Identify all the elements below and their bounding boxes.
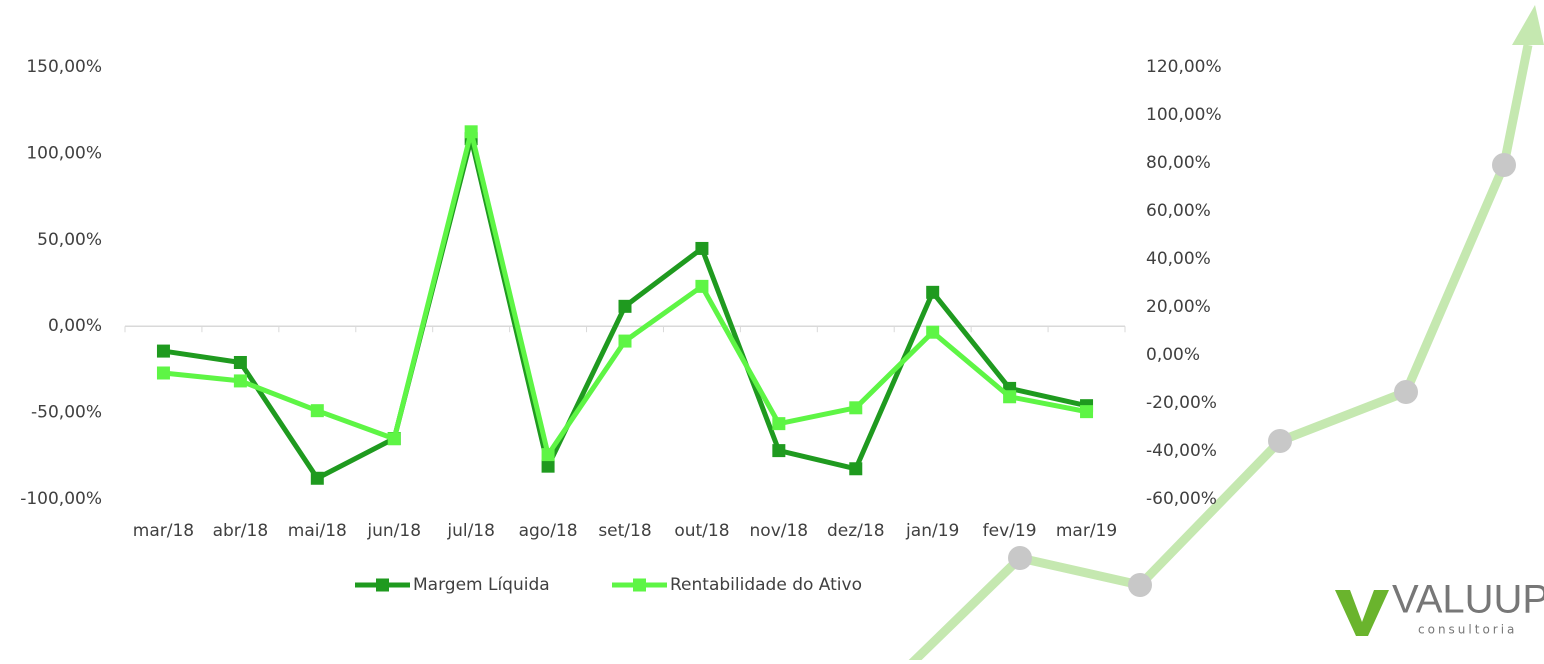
y-tick-label: 150,00% — [26, 57, 102, 77]
marker — [1003, 390, 1016, 403]
y-tick-label: -50,00% — [31, 403, 102, 423]
y2-tick-label: 40,00% — [1146, 249, 1211, 269]
x-tick-label: jun/18 — [366, 521, 421, 541]
marker — [542, 460, 555, 473]
y2-tick-label: -20,00% — [1146, 393, 1217, 413]
x-tick-label: mar/18 — [133, 521, 194, 541]
marker — [772, 444, 785, 457]
marker — [695, 242, 708, 255]
marker — [311, 404, 324, 417]
legend-marker — [376, 579, 389, 592]
legend-marker — [633, 579, 646, 592]
marker — [234, 356, 247, 369]
y-tick-label: 50,00% — [37, 230, 102, 250]
marker — [1080, 405, 1093, 418]
y2-tick-label: 0,00% — [1146, 345, 1200, 365]
decoration — [910, 5, 1544, 660]
marker — [465, 125, 478, 138]
series-line — [163, 132, 1086, 455]
x-tick-label: out/18 — [674, 521, 729, 541]
marker — [695, 280, 708, 293]
marker — [388, 432, 401, 445]
y2-tick-label: 120,00% — [1146, 57, 1222, 77]
y2-tick-label: -60,00% — [1146, 489, 1217, 509]
marker — [926, 326, 939, 339]
chart: VALUUP consultoria -100,00% -50,00% 0,00% 5… — [0, 0, 1544, 660]
x-tick-label: ago/18 — [519, 521, 578, 541]
legend-label: Margem Líquida — [413, 575, 550, 595]
x-tick-label: jan/19 — [905, 521, 959, 541]
marker — [849, 462, 862, 475]
y2-tick-label: -40,00% — [1146, 441, 1217, 461]
y2-tick-label: 80,00% — [1146, 153, 1211, 173]
y-tick-label: -100,00% — [20, 489, 102, 509]
x-tick-label: jul/18 — [446, 521, 495, 541]
x-tick-label: mai/18 — [288, 521, 347, 541]
y-tick-label: 0,00% — [48, 316, 102, 336]
marker — [619, 300, 632, 313]
x-tick-label: abr/18 — [213, 521, 269, 541]
marker — [542, 448, 555, 461]
x-tick-label: set/18 — [598, 521, 651, 541]
logo-tagline: consultoria — [1418, 623, 1517, 637]
marker — [157, 345, 170, 358]
logo-name: VALUUP — [1392, 578, 1544, 622]
y2-tick-label: 100,00% — [1146, 105, 1222, 125]
x-tick-label: fev/19 — [983, 521, 1037, 541]
marker — [772, 417, 785, 430]
y2-tick-label: 60,00% — [1146, 201, 1211, 221]
x-tick-label: nov/18 — [750, 521, 809, 541]
marker — [157, 367, 170, 380]
marker — [926, 286, 939, 299]
marker — [619, 335, 632, 348]
marker — [849, 401, 862, 414]
marker — [311, 472, 324, 485]
y-tick-label: 100,00% — [26, 143, 102, 163]
marker — [234, 374, 247, 387]
y2-tick-label: 20,00% — [1146, 297, 1211, 317]
x-tick-label: mar/19 — [1056, 521, 1117, 541]
legend-label: Rentabilidade do Ativo — [670, 575, 862, 595]
x-tick-label: dez/18 — [827, 521, 885, 541]
